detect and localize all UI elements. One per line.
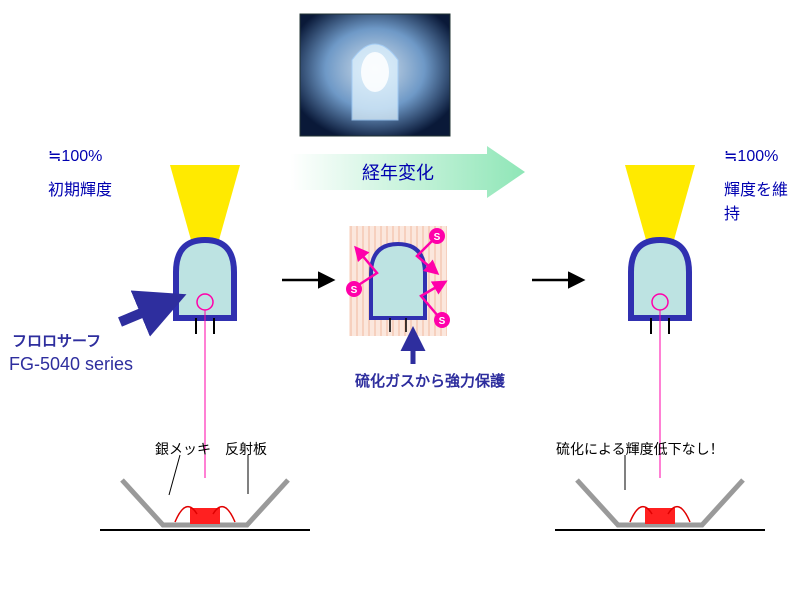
- callout-left-a: [169, 455, 180, 495]
- reflector-right-label: 硫化による輝度低下なし！: [556, 439, 724, 459]
- svg-text:S: S: [434, 232, 441, 243]
- reflector-left-label-b: 反射板: [225, 439, 267, 459]
- beam-right: [625, 165, 695, 240]
- right-percent: ≒100%: [724, 146, 778, 166]
- reflector-left-label-a: 銀メッキ: [155, 439, 211, 459]
- reflector-left: [100, 480, 310, 530]
- aging-label: 経年変化: [362, 163, 434, 183]
- right-label: 輝度を維持: [724, 176, 800, 224]
- product-arrow: [120, 302, 168, 322]
- center-caption: 硫化ガスから強力保護: [355, 370, 505, 391]
- left-percent: ≒100%: [48, 146, 102, 166]
- svg-text:S: S: [439, 316, 446, 327]
- left-label: 初期輝度: [48, 176, 112, 200]
- beam-left: [170, 165, 240, 240]
- aging-arrow: 経年変化: [290, 146, 525, 198]
- diagram: 経年変化 S S S: [0, 0, 800, 599]
- svg-text:S: S: [351, 285, 358, 296]
- reflector-right: [555, 480, 765, 530]
- product-line1: フロロサーフ: [12, 330, 101, 351]
- product-line2: FG-5040 series: [9, 354, 133, 375]
